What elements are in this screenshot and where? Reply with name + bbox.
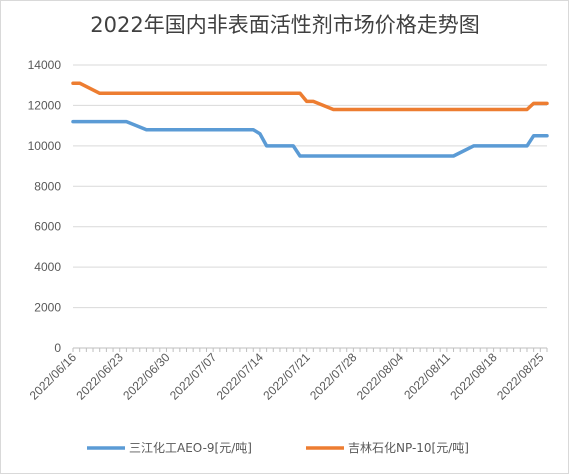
x-tick-label: 2022/08/18 <box>447 350 500 403</box>
legend: 三江化工AEO-9[元/吨] 吉林石化NP-10[元/吨] <box>87 441 469 455</box>
x-tick-label: 2022/06/23 <box>73 350 126 403</box>
y-tick-label: 4000 <box>34 260 61 274</box>
chart-title: 2022年国内非表面活性剂市场价格走势图 <box>90 13 479 37</box>
series-line <box>71 119 549 158</box>
y-axis-ticks: 0 2000 4000 6000 8000 10000 12000 14000 <box>28 58 62 355</box>
gridlines <box>73 64 547 309</box>
x-tick-label: 2022/06/30 <box>120 350 173 403</box>
y-tick-label: 2000 <box>34 301 61 315</box>
series-lines <box>71 81 549 158</box>
y-tick-label: 0 <box>54 341 61 355</box>
x-tick-label: 2022/07/28 <box>307 350 360 403</box>
series-line <box>71 81 549 112</box>
x-tick-label: 2022/07/07 <box>167 350 220 403</box>
y-tick-label: 14000 <box>28 58 62 72</box>
x-axis-ticks: 2022/06/162022/06/232022/06/302022/07/07… <box>27 350 547 403</box>
x-tick-label: 2022/06/16 <box>27 350 80 403</box>
y-tick-label: 12000 <box>28 98 62 112</box>
legend-label: 吉林石化NP-10[元/吨] <box>348 441 469 455</box>
y-tick-label: 10000 <box>28 139 62 153</box>
x-axis <box>72 347 548 352</box>
x-tick-label: 2022/08/25 <box>494 350 547 403</box>
x-tick-label: 2022/07/21 <box>260 350 313 403</box>
legend-label: 三江化工AEO-9[元/吨] <box>129 441 252 455</box>
x-tick-label: 2022/07/14 <box>214 350 267 403</box>
x-tick-label: 2022/08/11 <box>401 350 453 402</box>
x-tick-label: 2022/08/04 <box>354 350 407 403</box>
y-tick-label: 8000 <box>34 179 61 193</box>
y-tick-label: 6000 <box>34 220 61 234</box>
